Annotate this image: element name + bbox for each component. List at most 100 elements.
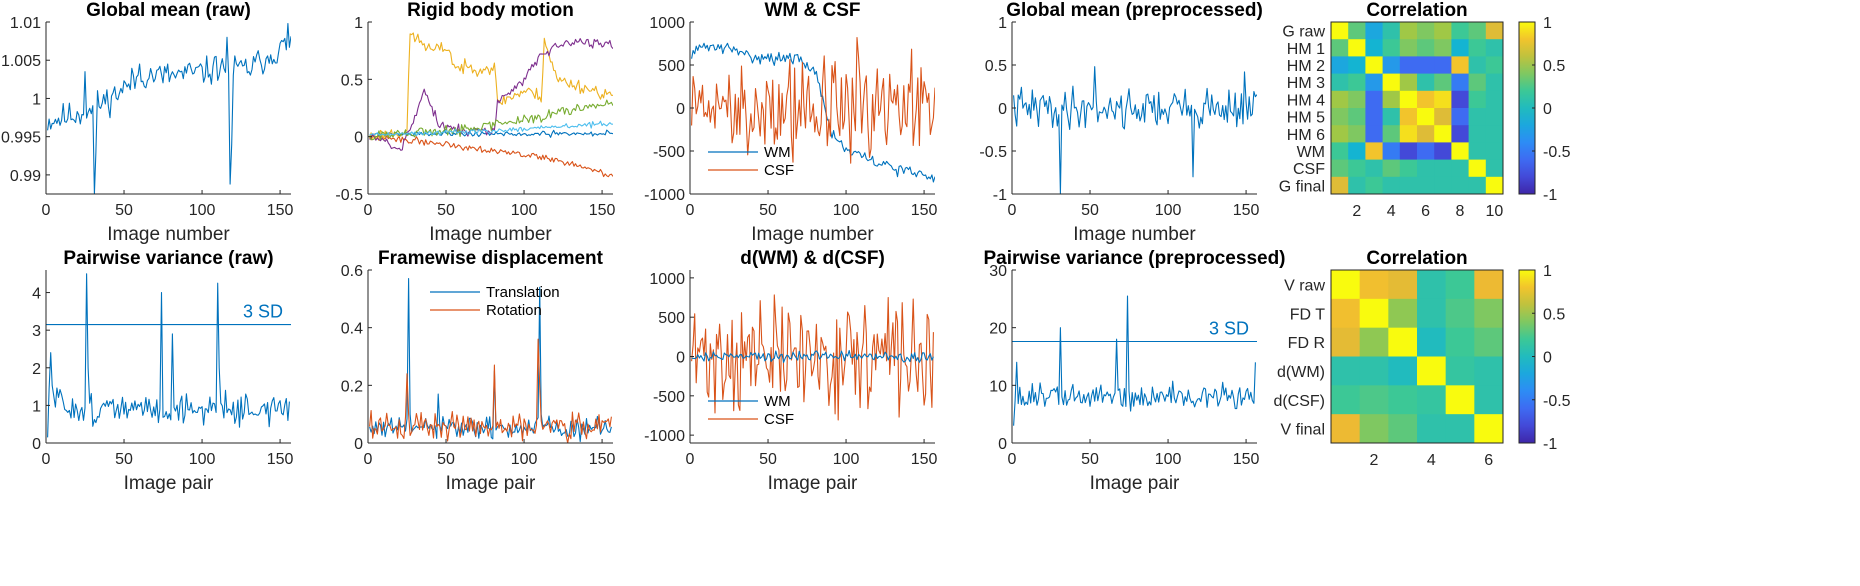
x-tick-label: 50 <box>115 202 133 219</box>
colorbar-tick-label: -1 <box>1543 436 1557 453</box>
x-tick-label: 150 <box>589 451 616 468</box>
plot-area <box>691 36 935 183</box>
heatmap-cell <box>1365 142 1384 161</box>
row-label: HM 5 <box>1287 110 1325 127</box>
heatmap-cell <box>1399 176 1418 195</box>
chart-title: Framewise displacement <box>378 248 604 269</box>
heatmap-cell <box>1417 159 1435 178</box>
x-tick-label: 0 <box>42 202 51 219</box>
series-line-5 <box>369 120 613 137</box>
y-tick-label: -1 <box>993 187 1007 204</box>
x-tick-label: 100 <box>833 202 860 219</box>
heatmap-cell <box>1331 108 1349 126</box>
plot-area <box>369 32 613 178</box>
series-line-3 <box>369 38 613 151</box>
row-label: G final <box>1279 178 1325 195</box>
row-label: HM 2 <box>1287 58 1325 75</box>
y-tick-label: 1 <box>32 91 41 108</box>
heatmap-cell <box>1331 90 1349 109</box>
legend-label: CSF <box>764 411 794 428</box>
y-tick-label: 10 <box>989 378 1007 395</box>
heatmap-cell <box>1451 159 1470 178</box>
heatmap-cell <box>1348 176 1366 195</box>
heatmap-cell <box>1417 356 1447 386</box>
heatmap-cell <box>1359 414 1389 444</box>
row-label: d(WM) <box>1277 364 1325 381</box>
x-tick-label: 6 <box>1421 203 1430 220</box>
x-tick-label: 150 <box>911 202 938 219</box>
heatmap-cell <box>1451 39 1470 57</box>
heatmap-cell <box>1434 90 1452 109</box>
heatmap-cell <box>1388 298 1418 329</box>
x-axis-label: Image pair <box>124 473 214 494</box>
y-tick-label: 500 <box>658 310 685 327</box>
x-tick-label: 0 <box>364 451 373 468</box>
heatmap-cell <box>1417 90 1435 109</box>
y-tick-label: 500 <box>658 58 685 75</box>
y-tick-label: 30 <box>989 263 1007 280</box>
series-line-1 <box>369 133 613 178</box>
y-tick-label: 1000 <box>649 271 685 288</box>
y-tick-label: 1.01 <box>10 15 41 32</box>
plot-area <box>1013 66 1257 194</box>
x-tick-label: 100 <box>189 451 216 468</box>
chart-pairwise-variance-preprocessed: Pairwise variance (preprocessed) 3 SD 0 50 1… <box>983 248 1285 494</box>
heatmap-frame <box>1330 269 1504 444</box>
x-tick-label: 50 <box>759 451 777 468</box>
heatmap-cell <box>1485 159 1504 178</box>
y-tick-label: 0 <box>354 130 363 147</box>
heatmap-cell <box>1485 90 1504 109</box>
heatmap-cell <box>1485 142 1504 161</box>
heatmap-cell <box>1365 56 1384 75</box>
heatmap-cell <box>1485 73 1504 92</box>
row-label: CSF <box>1293 161 1325 178</box>
threshold-label: 3 SD <box>1209 319 1249 339</box>
heatmap-cell <box>1348 142 1366 161</box>
row-label: V final <box>1281 422 1325 439</box>
heatmap-cell <box>1451 176 1470 195</box>
row-label: G raw <box>1282 24 1325 41</box>
heatmap-cell <box>1417 125 1435 143</box>
heatmap-cell <box>1417 327 1447 357</box>
heatmap-cell <box>1434 73 1452 92</box>
x-tick-label: 4 <box>1387 203 1396 220</box>
y-tick-label: -0.5 <box>979 144 1007 161</box>
heatmap-cell <box>1359 356 1389 386</box>
heatmap-cell <box>1451 90 1470 109</box>
heatmap-cell <box>1348 125 1366 143</box>
heatmap-cell <box>1451 108 1470 126</box>
heatmap-cell <box>1331 159 1349 178</box>
x-tick-label: 150 <box>267 202 294 219</box>
series-line-translation <box>369 278 612 443</box>
x-tick-label: 2 <box>1352 203 1361 220</box>
heatmap-cell <box>1365 159 1384 178</box>
heatmap-cell <box>1485 108 1504 126</box>
y-tick-label: 0 <box>998 101 1007 118</box>
y-tick-label: 0.995 <box>1 130 41 147</box>
series-line-2 <box>369 32 613 141</box>
x-axis-label: Image pair <box>446 473 536 494</box>
heatmap-cell <box>1399 73 1418 92</box>
chart-title: Pairwise variance (preprocessed) <box>983 248 1285 269</box>
x-axis-label: Image number <box>107 224 230 245</box>
legend-label: Translation <box>486 284 560 301</box>
heatmap-cell <box>1365 90 1384 109</box>
chart-global-mean-raw: Global mean (raw) 0 50 100 150 0.99 0.995 1 1.00… <box>1 0 294 245</box>
threshold-label: 3 SD <box>243 302 283 322</box>
heatmap-cell <box>1474 414 1504 444</box>
heatmap-cell <box>1331 298 1361 329</box>
legend-label: WM <box>764 393 791 410</box>
x-tick-label: 100 <box>1155 202 1182 219</box>
chart-pairwise-variance-raw: Pairwise variance (raw) 3 SD 0 50 100 150 0 1 2 3… <box>32 248 293 494</box>
heatmap-cell <box>1417 22 1435 40</box>
y-tick-label: 1 <box>354 15 363 32</box>
heatmap-cell <box>1365 22 1384 40</box>
y-tick-label: 0.2 <box>341 378 363 395</box>
heatmap-cell <box>1399 159 1418 178</box>
heatmap-cell <box>1382 176 1401 195</box>
series-line-wm <box>691 42 935 183</box>
heatmap-cell <box>1382 39 1401 57</box>
series-line-csf <box>691 36 935 164</box>
heatmap-cell <box>1382 125 1401 143</box>
